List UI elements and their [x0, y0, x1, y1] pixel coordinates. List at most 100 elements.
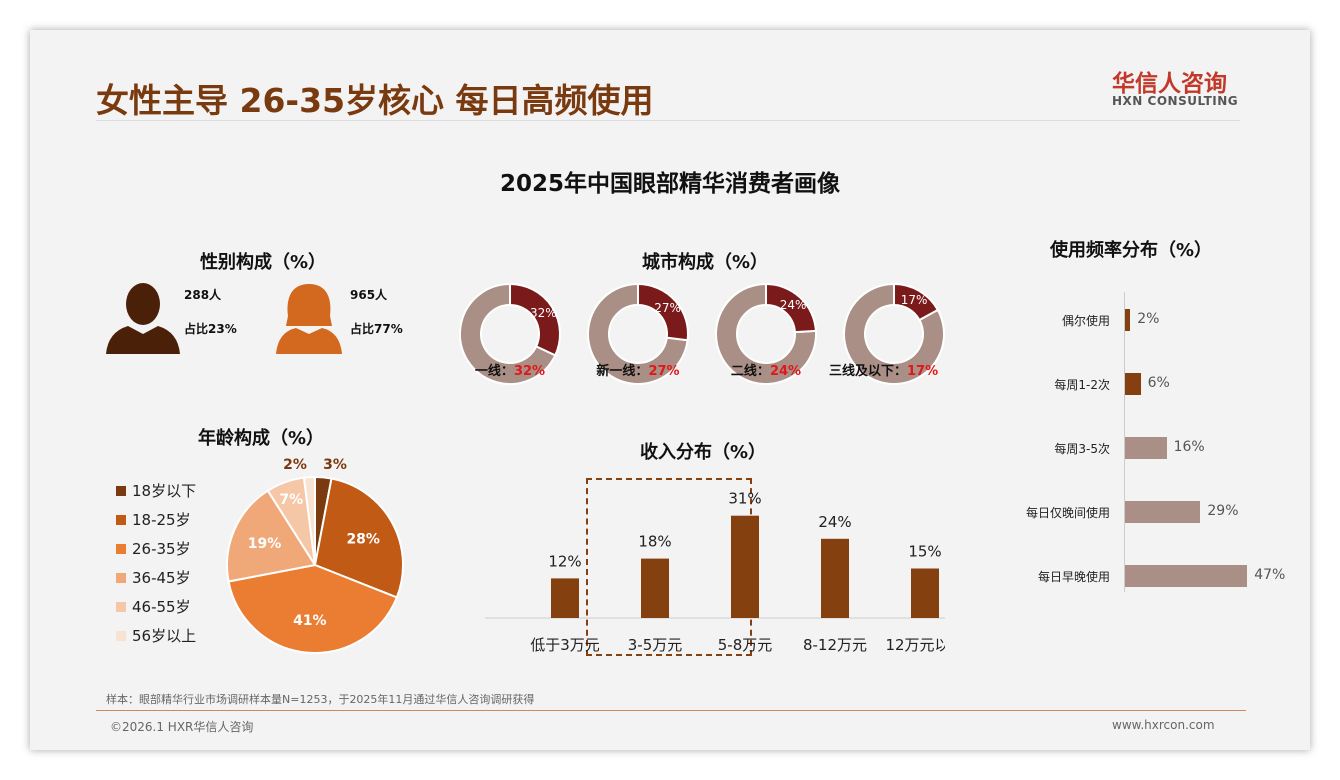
female-share: 占比77% [350, 322, 403, 336]
male-share: 占比23% [184, 322, 237, 336]
age-pie-chart: 3% 28% 41% 19% 7% 2% [226, 457, 404, 654]
page-title: 女性主导 26-35岁核心 每日高频使用 [96, 81, 654, 120]
pie-label: 3% [323, 457, 347, 473]
income-bar [551, 578, 579, 618]
category-label: 5-8万元 [718, 636, 773, 654]
legend-swatch-icon [116, 601, 126, 612]
sample-note: 样本：眼部精华行业市场调研样本量N=1253，于2025年11月通过华信人咨询调… [106, 693, 535, 706]
legend-label: 18岁以下 [132, 482, 197, 500]
frequency-bar [1125, 373, 1141, 395]
income-title: 收入分布（%） [640, 442, 767, 463]
category-label: 12万元以上 [885, 636, 945, 654]
website: www.hxrcon.com [1112, 718, 1215, 732]
income-bar [911, 568, 939, 618]
bar-value-label: 18% [638, 533, 671, 551]
donut-value-segment [509, 282, 561, 357]
legend-swatch-icon [116, 543, 126, 554]
donut-label: 24% [780, 298, 807, 312]
pie-label: 2% [283, 457, 307, 473]
legend-swatch-icon [116, 630, 126, 641]
frequency-bar [1125, 565, 1248, 587]
legend-item: 26-35岁 [116, 534, 196, 563]
frequency-bar [1125, 309, 1131, 331]
frequency-value: 29% [1207, 503, 1239, 519]
pie-slice [227, 563, 399, 654]
city-donut: 32% [459, 282, 561, 385]
bar-value-label: 31% [728, 490, 761, 508]
female-icon [276, 284, 342, 354]
donut-rest-segment [843, 282, 945, 385]
donut-label: 27% [654, 301, 681, 315]
frequency-label: 每周1-2次 [1054, 378, 1110, 392]
age-title: 年龄构成（%） [198, 428, 325, 449]
frequency-title: 使用频率分布（%） [1050, 240, 1213, 261]
frequency-bar [1125, 437, 1167, 459]
frequency-label: 偶尔使用 [1061, 314, 1110, 328]
city-donut: 17% [843, 282, 945, 385]
frequency-label: 每周3-5次 [1054, 442, 1110, 456]
city-name: 三线及以下： [829, 364, 908, 379]
pie-slice [302, 475, 316, 566]
income-bar [731, 515, 759, 618]
logo: 华信人咨询 [1112, 64, 1227, 98]
bar-value-label: 24% [818, 513, 851, 531]
legend-label: 36-45岁 [132, 569, 191, 587]
frequency-value: 16% [1173, 439, 1205, 455]
female-count: 965人 [350, 288, 388, 302]
pie-slice [313, 477, 404, 599]
legend-swatch-icon [116, 572, 126, 583]
city-donut-1: 32% [455, 279, 565, 393]
city-title: 城市构成（%） [642, 252, 769, 273]
city-donut-3: 24% [711, 279, 821, 393]
donut-value-segment [637, 282, 689, 342]
category-label: 8-12万元 [803, 636, 867, 654]
pie-label: 19% [248, 536, 282, 552]
frequency-value: 47% [1254, 567, 1286, 583]
city-value: 32% [513, 364, 546, 379]
city-label: 三线及以下：17% [829, 360, 979, 379]
pie-label: 41% [293, 613, 327, 629]
legend-item: 18-25岁 [116, 505, 196, 534]
frequency-label: 每日仅晚间使用 [1025, 506, 1110, 520]
legend-swatch-icon [116, 485, 126, 496]
donut-label: 17% [901, 293, 928, 307]
city-value: 24% [769, 364, 802, 379]
legend-label: 26-35岁 [132, 540, 191, 558]
gender-title: 性别构成（%） [200, 252, 327, 273]
donut-value-segment [893, 282, 940, 322]
logo-en: HXN CONSULTING [1112, 94, 1239, 108]
legend-label: 46-55岁 [132, 598, 191, 616]
legend-label: 18-25岁 [132, 511, 191, 529]
donut-rest-segment [587, 282, 689, 385]
pie-slice [226, 489, 317, 583]
city-name: 新一线： [596, 364, 649, 379]
divider [96, 120, 1240, 121]
city-label: 新一线：27% [578, 360, 698, 379]
male-count: 288人 [184, 288, 222, 302]
main-title: 2025年中国眼部精华消费者画像 [499, 171, 840, 197]
legend-swatch-icon [116, 514, 126, 525]
city-donut: 24% [715, 282, 817, 385]
city-donut: 27% [587, 282, 689, 385]
age-legend: 18岁以下 18-25岁 26-35岁 36-45岁 46-55岁 56岁以上 [116, 476, 196, 650]
city-label: 二线：24% [706, 360, 826, 379]
footer-divider [96, 710, 1246, 711]
male-icon [106, 283, 180, 354]
city-donut-4: 17% [839, 279, 949, 393]
city-value: 17% [907, 364, 939, 379]
income-bar [641, 558, 669, 618]
logo-text: 华信人咨询 [1112, 71, 1227, 97]
donut-value-segment [765, 282, 817, 334]
copyright: ©2026.1 HXR华信人咨询 [110, 720, 254, 734]
city-donut-2: 27% [583, 279, 693, 393]
city-name: 一线： [474, 364, 514, 379]
pie-label: 7% [279, 492, 303, 508]
city-value: 27% [648, 364, 680, 379]
legend-item: 46-55岁 [116, 592, 196, 621]
legend-item: 56岁以上 [116, 621, 196, 650]
category-label: 3-5万元 [628, 636, 683, 654]
legend-item: 36-45岁 [116, 563, 196, 592]
frequency-label: 每日早晚使用 [1037, 570, 1110, 584]
legend-item: 18岁以下 [116, 476, 196, 505]
category-label: 低于3万元 [530, 636, 600, 654]
